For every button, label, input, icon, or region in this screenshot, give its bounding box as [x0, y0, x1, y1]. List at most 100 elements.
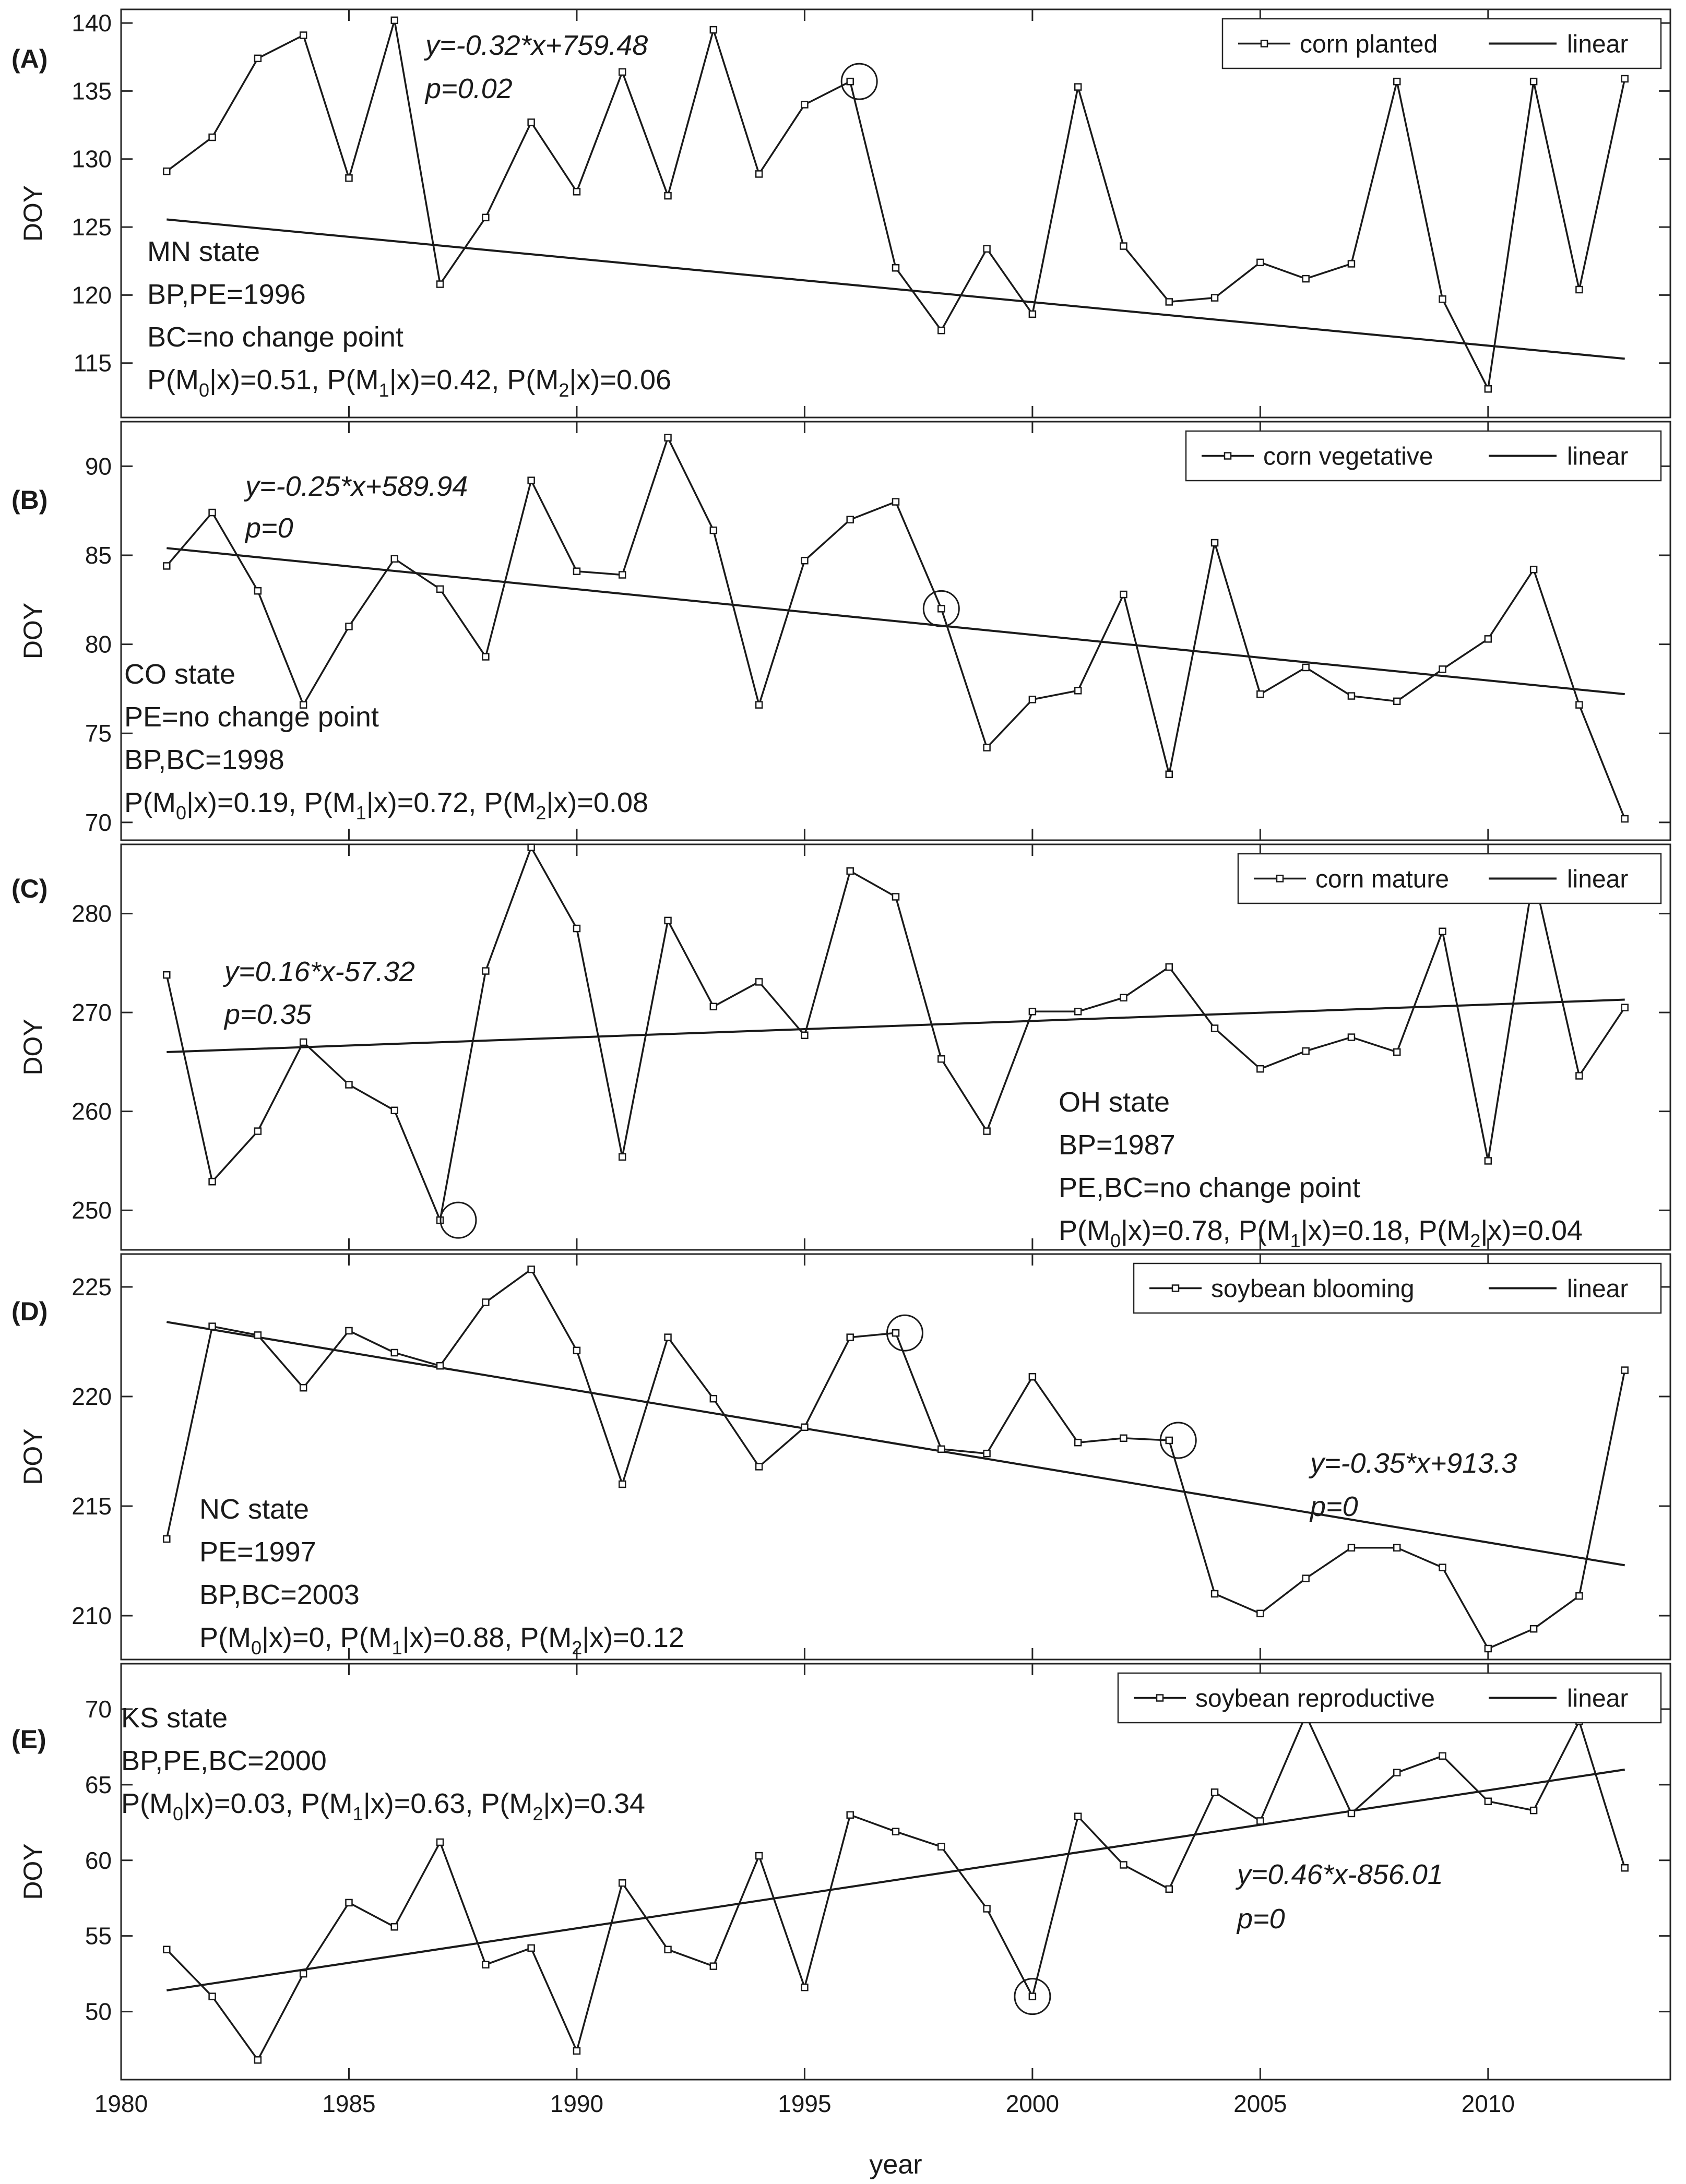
posterior-text: |x)=0.42, P(M [389, 364, 559, 396]
data-point [1347, 692, 1356, 700]
y-tick-label: 70 [85, 809, 112, 836]
data-point [983, 744, 991, 751]
posterior-text: |x)=0.12 [582, 1622, 684, 1653]
data-point [345, 1081, 353, 1089]
data-point [1028, 696, 1037, 703]
change-point-circle [1159, 1422, 1197, 1459]
legend-box [1237, 853, 1662, 904]
legend-box [1117, 1672, 1662, 1724]
y-tick-label: 80 [85, 631, 112, 658]
data-point [1028, 1373, 1037, 1381]
data-point [1621, 1366, 1629, 1374]
data-point [254, 54, 262, 63]
fit-equation: y=-0.32*x+759.48 [423, 30, 648, 61]
data-point [1256, 1817, 1264, 1825]
data-point [1484, 385, 1492, 393]
data-point [390, 1923, 399, 1931]
legend: soybean blooming linear [1133, 1262, 1662, 1314]
y-tick-label: 120 [72, 281, 112, 308]
data-point [1393, 77, 1401, 86]
data-point [709, 26, 718, 34]
change-point-circle [440, 1201, 477, 1239]
data-point [983, 1449, 991, 1458]
x-tick-label: 1990 [550, 2090, 603, 2117]
y-tick-label: 135 [72, 77, 112, 104]
posterior-text: |x)=0.03, P(M [183, 1788, 353, 1819]
data-point [1621, 1004, 1629, 1011]
data-point [755, 978, 763, 986]
state-label: KS state [121, 1702, 228, 1734]
change-point-circle [922, 590, 960, 627]
fit-equation: y=0.46*x-856.01 [1235, 1859, 1443, 1890]
data-point [527, 118, 535, 126]
data-point [1210, 1788, 1219, 1796]
data-point [1302, 275, 1310, 283]
data-point [1529, 1806, 1538, 1815]
posterior-text: |x)=0.18, P(M [1301, 1215, 1470, 1246]
posterior-text: |x)=0.72, P(M [366, 787, 536, 818]
change-point-circle [886, 1314, 923, 1352]
plot-frame [120, 1663, 1671, 2081]
posterior-subscript: 1 [379, 379, 389, 401]
state-label: NC state [199, 1494, 309, 1525]
data-point [937, 1843, 945, 1851]
data-point [1210, 1590, 1219, 1598]
data-point [664, 1333, 672, 1341]
data-point [1165, 770, 1173, 778]
data-point [801, 1031, 809, 1040]
data-point [1074, 1008, 1082, 1016]
posterior-subscript: 0 [199, 379, 209, 401]
data-point [345, 623, 353, 630]
posterior-subscript: 2 [572, 1637, 582, 1658]
posterior-subscript: 1 [1290, 1230, 1301, 1251]
legend-series-label: corn vegetative [1263, 443, 1433, 471]
data-point [1210, 539, 1219, 547]
data-point [618, 1480, 626, 1488]
data-point [1621, 815, 1629, 823]
data-point [163, 1946, 171, 1954]
y-axis-label: DOY [18, 185, 48, 242]
posterior-text: P(M [1059, 1215, 1110, 1246]
data-point [1256, 1609, 1264, 1618]
data-point [801, 1423, 809, 1431]
y-tick-label: 70 [85, 1696, 112, 1723]
data-point [1439, 1752, 1446, 1760]
data-point [436, 1838, 444, 1846]
data-point [892, 1828, 900, 1835]
data-point [937, 1055, 945, 1063]
posterior-probabilities: P(M0|x)=0.03, P(M1|x)=0.63, P(M2|x)=0.34 [121, 1788, 645, 1824]
data-point [390, 555, 399, 563]
y-axis-label: DOY [18, 1428, 48, 1485]
data-point [1393, 1769, 1401, 1776]
data-point [801, 556, 809, 565]
data-point [345, 1899, 353, 1907]
y-tick-label: 210 [72, 1602, 112, 1629]
data-point [163, 167, 171, 175]
posterior-subscript: 2 [536, 802, 546, 824]
data-point [801, 1983, 809, 1991]
data-point [1302, 1047, 1310, 1055]
data-point [1074, 687, 1082, 695]
data-point [163, 562, 171, 570]
linear-fit-line [167, 998, 1625, 1053]
change-point-info: BP,BC=1998 [124, 744, 284, 775]
data-point [254, 1127, 262, 1135]
posterior-text: |x)=0, P(M [262, 1622, 392, 1653]
y-tick-label: 280 [72, 900, 112, 927]
data-point [892, 1329, 900, 1337]
fit-equation: y=-0.25*x+589.94 [243, 471, 468, 502]
data-point [1028, 1008, 1037, 1016]
legend: corn mature linear [1237, 853, 1662, 904]
data-point [801, 101, 809, 109]
legend-marker [1171, 1284, 1180, 1292]
data-point [618, 1153, 626, 1161]
legend-fit-label: linear [1567, 1685, 1628, 1713]
data-point [527, 1944, 535, 1952]
y-tick-label: 130 [72, 146, 112, 173]
linear-fit-line [167, 218, 1625, 360]
data-point [254, 587, 262, 595]
panel-label: (B) [11, 485, 48, 515]
data-point [1165, 1436, 1173, 1445]
data-point [436, 1362, 444, 1370]
fit-pvalue: p=0 [244, 512, 293, 544]
